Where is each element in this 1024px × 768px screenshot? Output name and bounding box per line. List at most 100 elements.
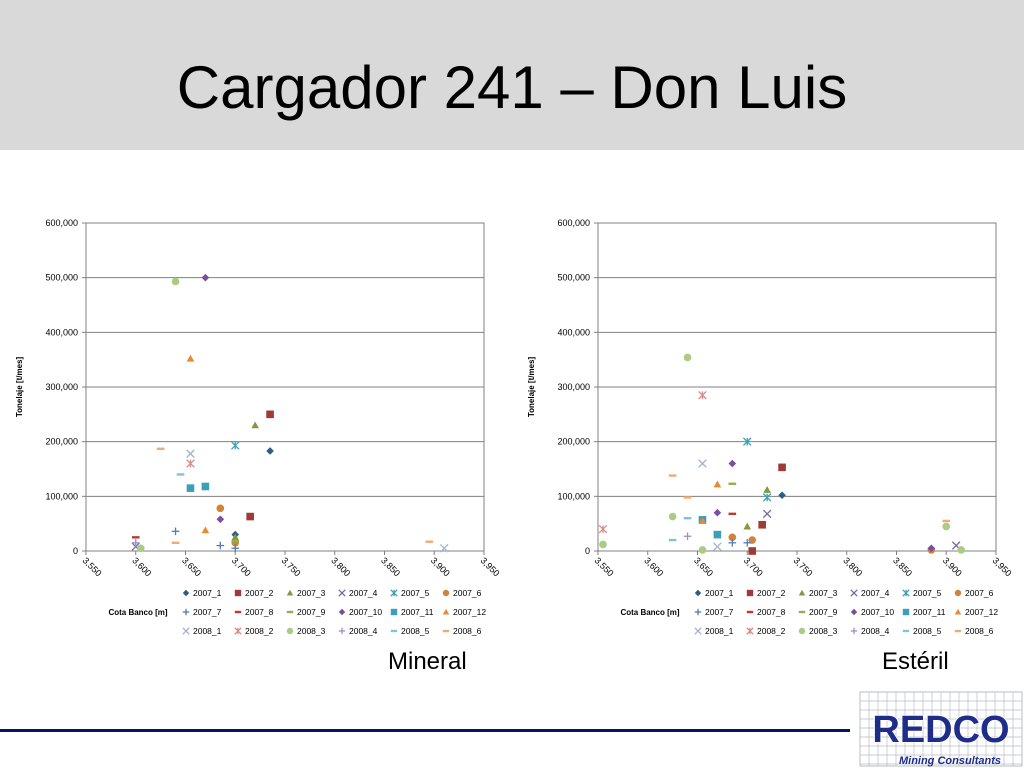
data-point [942, 519, 951, 523]
legend-label: 2007_4 [861, 588, 890, 598]
data-point [957, 546, 965, 554]
data-point [251, 421, 259, 429]
legend-item: 2007_1 [694, 588, 734, 598]
legend-marker [286, 610, 294, 614]
legend-marker [390, 589, 398, 597]
chart-legend: 2007_1 2007_2 2007_3 2007_4 2007_5 2007_6 2007… [182, 588, 486, 636]
series-2008-4 [131, 539, 140, 547]
legend-label: 2007_2 [757, 588, 786, 598]
legend-item: 2007_12 [442, 607, 486, 617]
legend-item: 2007_6 [442, 588, 482, 598]
x-tick-label: 3,950 [479, 555, 502, 578]
series-2008-2 [598, 390, 707, 534]
legend-marker [234, 589, 242, 597]
legend-label: 2007_9 [297, 607, 326, 617]
data-point [231, 544, 240, 553]
series-2007-7 [728, 539, 752, 547]
x-tick-label: 3,750 [280, 555, 303, 578]
legend-marker [182, 608, 190, 616]
legend-item: 2008_1 [694, 626, 734, 636]
x-tick-label: 3,750 [792, 555, 815, 578]
legend-marker [694, 627, 702, 635]
data-point [758, 520, 766, 529]
logo-name: REDCO [872, 709, 1009, 751]
footer-divider [0, 729, 850, 732]
series-2007-2 [748, 463, 786, 555]
legend-label: 2008_2 [245, 626, 274, 636]
legend-label: 2007_12 [453, 607, 486, 617]
legend-item: 2007_5 [902, 588, 942, 598]
legend-marker [694, 608, 702, 616]
legend-item: 2007_11 [902, 607, 946, 617]
legend-label: 2007_7 [705, 607, 734, 617]
legend-item: 2007_3 [286, 588, 326, 598]
legend-marker [234, 627, 242, 635]
series-2007-1 [778, 491, 786, 500]
data-point [186, 449, 195, 458]
legend-label: 2008_1 [193, 626, 222, 636]
legend-item: 2008_1 [182, 626, 222, 636]
legend-label: 2007_1 [705, 588, 734, 598]
data-point [927, 544, 936, 553]
legend-marker [902, 589, 910, 597]
data-point [266, 410, 274, 419]
series-2008-5 [176, 473, 185, 476]
y-tick-label: 100,000 [45, 491, 78, 501]
data-point [668, 512, 677, 521]
data-point [668, 538, 677, 542]
legend-label: 2007_6 [453, 588, 482, 598]
data-point [728, 459, 737, 468]
legend-label: 2008_6 [965, 626, 994, 636]
series-2008-1 [698, 459, 722, 551]
data-point [171, 527, 180, 536]
legend-label: 2008_6 [453, 626, 482, 636]
legend-item: 2008_3 [798, 626, 838, 636]
x-tick-label: 3,850 [891, 555, 914, 578]
data-point [763, 485, 771, 493]
x-tick-label: 3,900 [429, 555, 452, 578]
x-tick-label: 3,850 [379, 555, 402, 578]
y-tick-label: 0 [73, 546, 78, 556]
legend-marker [694, 589, 702, 597]
legend-marker [954, 608, 962, 615]
data-point [186, 459, 195, 468]
y-tick-label: 300,000 [45, 382, 78, 392]
legend-item: 2007_4 [850, 588, 890, 598]
series-2007-9 [231, 539, 240, 543]
legend-marker [954, 589, 962, 597]
series-2008-6 [156, 447, 434, 544]
x-tick-label: 3,950 [991, 555, 1014, 578]
series-2007-8 [728, 512, 737, 516]
legend-label: 2007_11 [913, 607, 946, 617]
legend-label: 2007_5 [913, 588, 942, 598]
data-point [201, 526, 210, 534]
data-point [186, 484, 195, 492]
legend-item: 2007_9 [286, 607, 326, 617]
series-2008-1 [186, 449, 449, 553]
data-point [778, 491, 786, 500]
legend-item: 2007_4 [338, 588, 378, 598]
legend-marker [954, 629, 962, 633]
series-2007-3 [743, 485, 771, 530]
legend-marker [902, 608, 910, 616]
data-point [683, 532, 692, 541]
data-point [230, 441, 240, 450]
y-tick-label: 500,000 [45, 273, 78, 283]
legend-item: 2007_3 [798, 588, 838, 598]
x-tick-label: 3,700 [230, 555, 253, 578]
series-2007-3 [231, 421, 259, 541]
legend-item: 2008_6 [442, 626, 482, 636]
y-axis-title: Tonelaje [t/mes] [15, 357, 24, 418]
legend-marker [390, 629, 398, 633]
data-point [683, 517, 692, 520]
data-point [762, 509, 772, 519]
x-tick-label: 3,900 [941, 555, 964, 578]
chart-esteril: 0 100,000 200,000 300,000 400,000 500,000 600,… [527, 218, 1014, 636]
legend-marker [182, 627, 190, 635]
x-axis-title: Cota Banco [m] [108, 608, 167, 617]
data-point [698, 390, 707, 400]
data-point [246, 512, 254, 521]
legend-label: 2007_6 [965, 588, 994, 598]
data-point [216, 515, 225, 524]
data-point [216, 504, 225, 513]
